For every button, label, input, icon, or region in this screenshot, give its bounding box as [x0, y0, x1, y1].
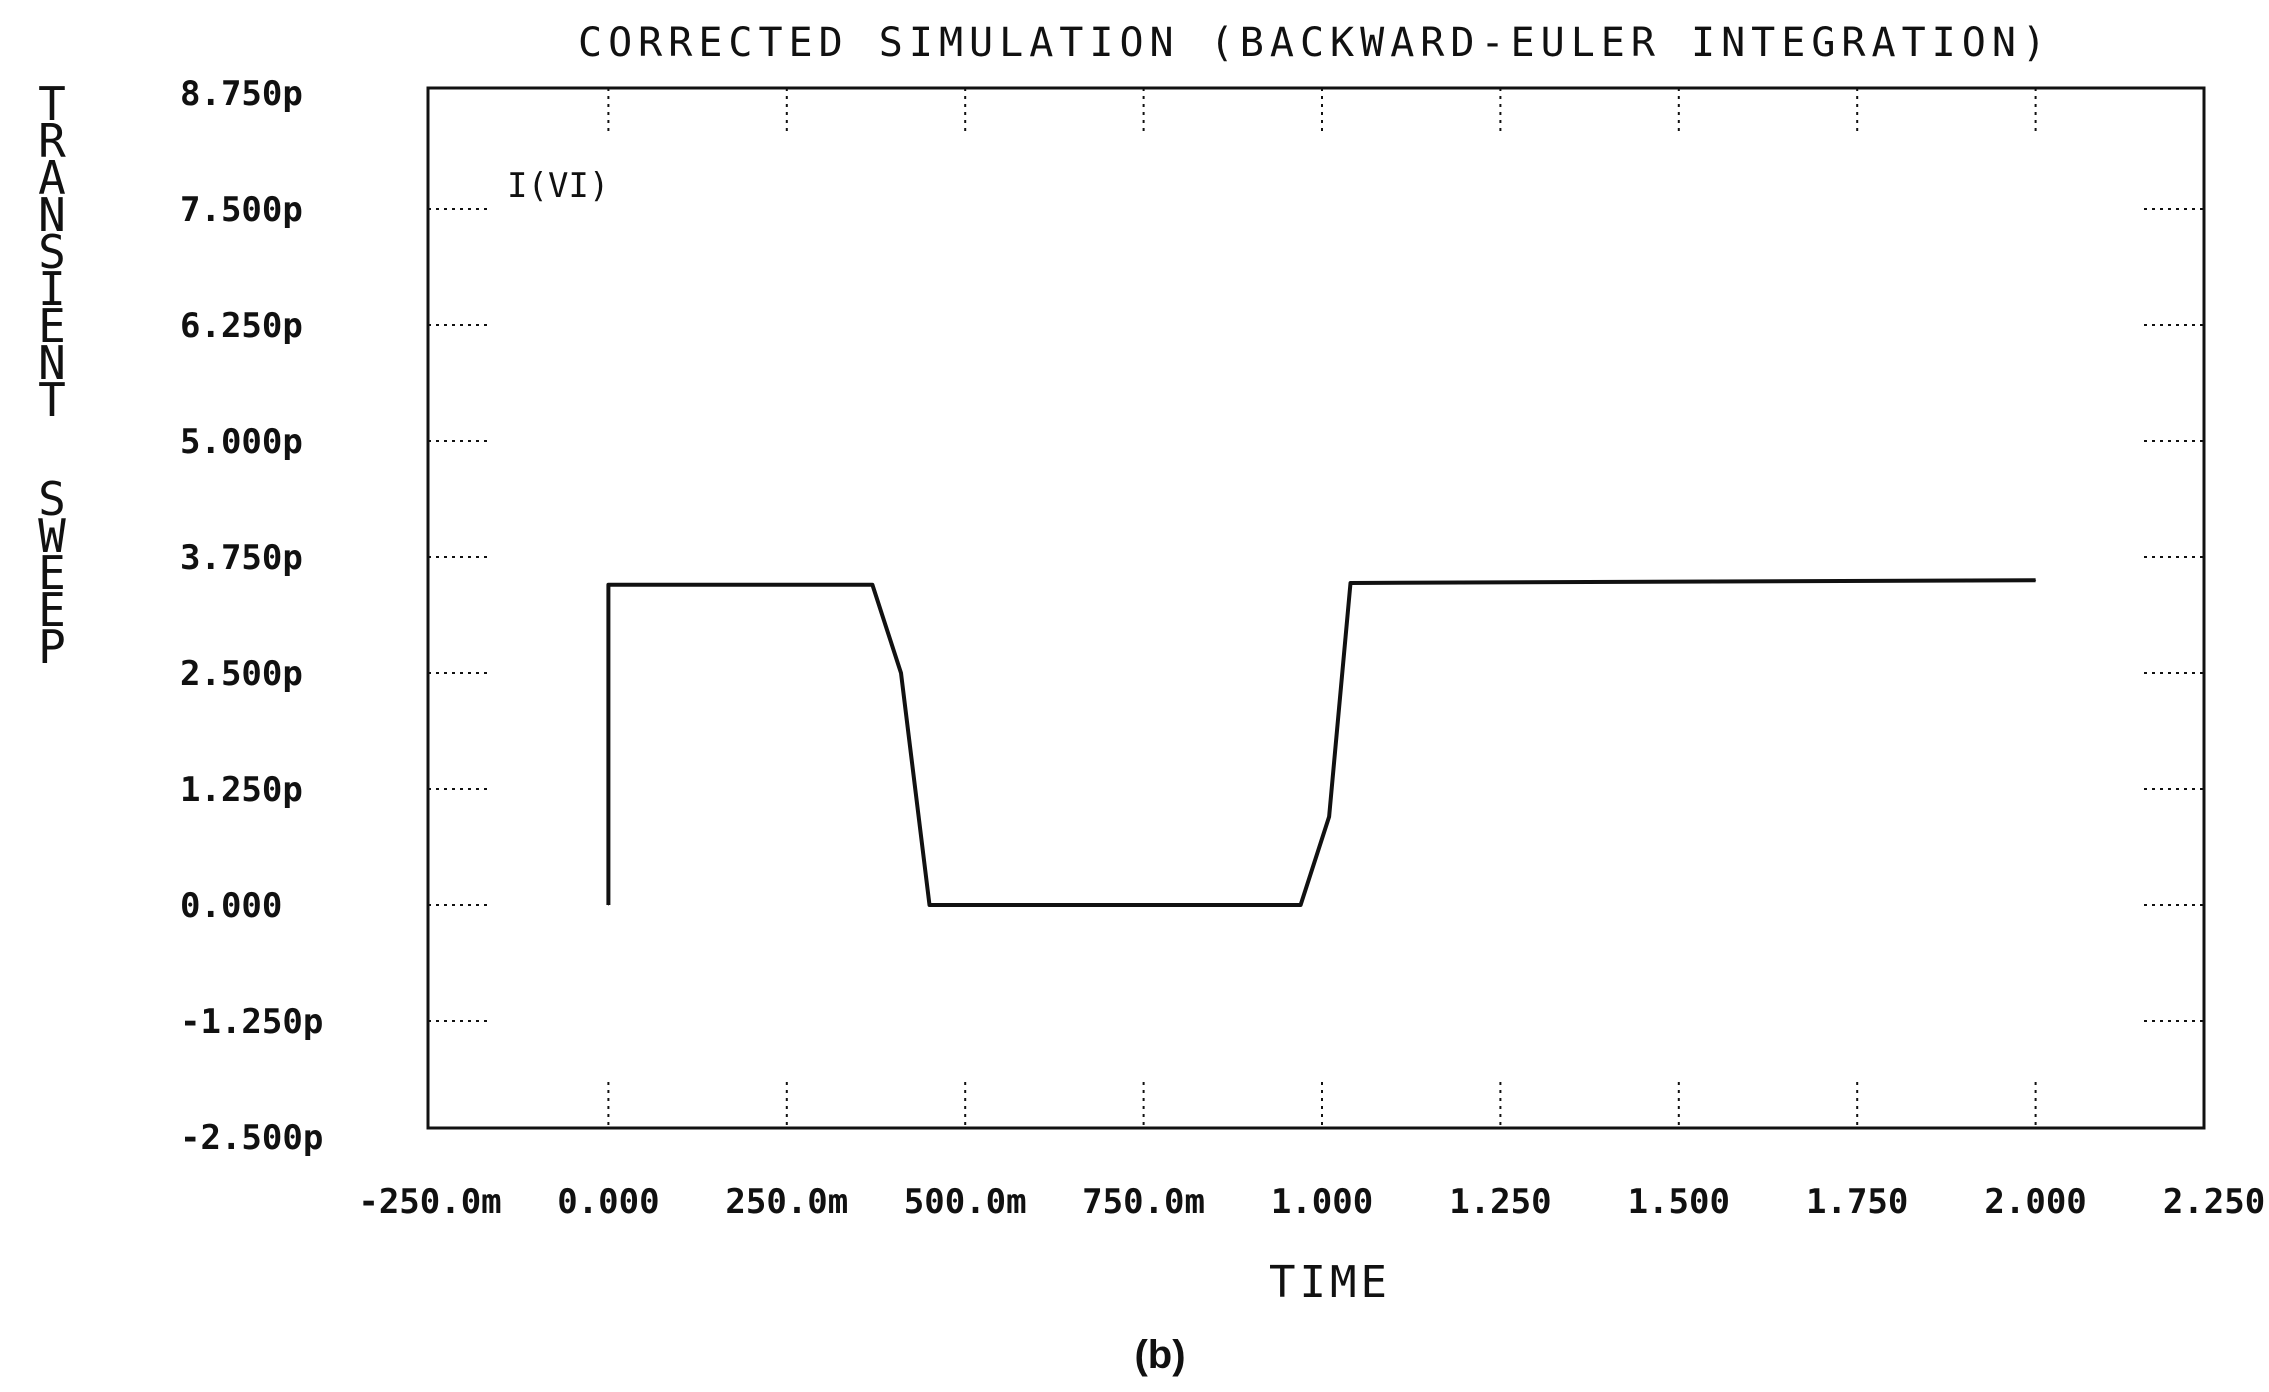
series-line-i-vi — [608, 580, 2035, 905]
x-tick-label: 2.250 — [2163, 1182, 2265, 1222]
series-point — [929, 905, 930, 906]
x-tick-label: -250.0m — [358, 1182, 501, 1222]
series-point — [2035, 580, 2036, 581]
x-tick-label: 250.0m — [725, 1182, 848, 1222]
series-point — [1350, 582, 1351, 583]
x-tick-label: 2.000 — [1984, 1182, 2086, 1222]
y-tick-label: 7.500p — [180, 190, 303, 230]
series-point — [1300, 905, 1301, 906]
series-layer: I(VI) — [507, 166, 2036, 906]
y-axis-label-char: T — [38, 373, 66, 427]
y-tick-label: 3.750p — [180, 538, 303, 578]
series-point — [872, 584, 873, 585]
series-point — [900, 673, 901, 674]
series-point — [608, 905, 609, 906]
x-tick-label: 1.750 — [1806, 1182, 1908, 1222]
x-tick-label: 1.000 — [1271, 1182, 1373, 1222]
y-tick-label: -2.500p — [180, 1118, 323, 1158]
figure-caption: (b) — [1134, 1333, 1185, 1377]
series-point — [1329, 816, 1330, 817]
x-tick-label: 1.250 — [1449, 1182, 1551, 1222]
series-label: I(VI) — [507, 166, 609, 206]
y-tick-label: -1.250p — [180, 1002, 323, 1042]
y-axis-ticks: 8.750p 7.500p 6.250p 5.000p 3.750p 2.500p 1.25… — [180, 74, 2204, 1158]
x-tick-label: 1.500 — [1628, 1182, 1730, 1222]
y-tick-label: 8.750p — [180, 74, 303, 114]
x-tick-label: 0.000 — [557, 1182, 659, 1222]
y-tick-label: 2.500p — [180, 654, 303, 694]
y-tick-label: 1.250p — [180, 770, 303, 810]
y-tick-label: 0.000 — [180, 886, 282, 926]
x-tick-label: 500.0m — [904, 1182, 1027, 1222]
x-tick-label: 750.0m — [1082, 1182, 1205, 1222]
plot-frame — [428, 88, 2204, 1128]
x-axis-ticks: -250.0m 0.000 250.0m 500.0m 750.0m 1.000 1.250… — [358, 88, 2265, 1222]
series-point — [608, 584, 609, 585]
y-tick-label: 5.000p — [180, 422, 303, 462]
x-axis-label: TIME — [1269, 1257, 1391, 1308]
y-axis-label-char: P — [38, 620, 66, 674]
y-tick-label: 6.250p — [180, 306, 303, 346]
chart-title: CORRECTED SIMULATION (BACKWARD-EULER INT… — [578, 20, 2052, 66]
